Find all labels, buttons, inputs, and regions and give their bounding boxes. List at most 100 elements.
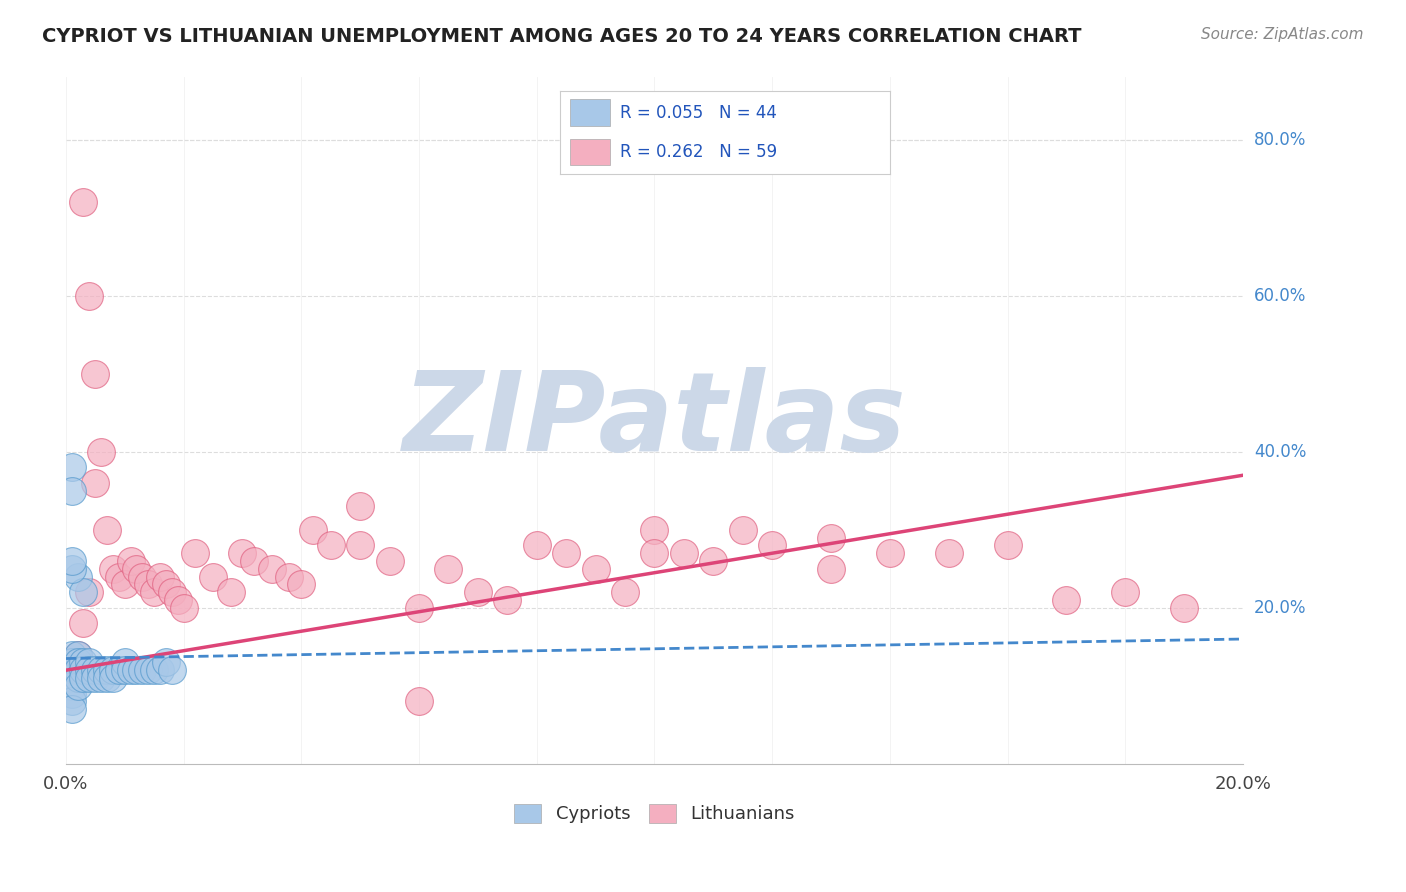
Point [84, 663, 107, 677]
Point [96, 523, 118, 537]
Point [378, 554, 401, 568]
Point [166, 593, 188, 607]
Point [60, 460, 83, 475]
Point [60, 679, 83, 693]
Point [160, 663, 183, 677]
Point [184, 546, 207, 560]
Point [101, 663, 124, 677]
Point [136, 577, 159, 591]
Point [72, 585, 94, 599]
Point [66, 679, 89, 693]
Point [125, 663, 148, 677]
Point [408, 600, 430, 615]
Point [219, 585, 242, 599]
Point [155, 656, 177, 670]
Point [149, 569, 172, 583]
Point [72, 616, 94, 631]
Point [319, 538, 342, 552]
Point [820, 531, 842, 545]
Point [72, 671, 94, 685]
Point [79, 663, 101, 677]
Point [120, 554, 142, 568]
Point [643, 523, 665, 537]
Point [201, 569, 224, 583]
Point [160, 585, 183, 599]
Point [672, 546, 695, 560]
Point [60, 483, 83, 498]
Text: Source: ZipAtlas.com: Source: ZipAtlas.com [1201, 27, 1364, 42]
Point [107, 569, 129, 583]
Text: 20.0%: 20.0% [1254, 599, 1306, 617]
Point [90, 445, 112, 459]
Point [820, 562, 842, 576]
Point [585, 562, 607, 576]
Point [302, 523, 325, 537]
Point [879, 546, 901, 560]
Point [96, 671, 118, 685]
Point [349, 500, 371, 514]
Point [1054, 593, 1077, 607]
Point [260, 562, 283, 576]
Point [114, 577, 136, 591]
Point [79, 289, 101, 303]
Point [60, 663, 83, 677]
Point [143, 585, 166, 599]
Point [136, 663, 159, 677]
Point [66, 648, 89, 662]
Point [84, 476, 107, 491]
Point [114, 663, 136, 677]
Point [278, 569, 301, 583]
Text: ZIPatlas: ZIPatlas [402, 368, 907, 475]
Point [1173, 600, 1195, 615]
Point [60, 702, 83, 716]
Point [149, 663, 172, 677]
Point [702, 554, 724, 568]
Point [79, 656, 101, 670]
Point [79, 671, 101, 685]
Point [731, 523, 754, 537]
Point [90, 663, 112, 677]
Point [96, 663, 118, 677]
Point [231, 546, 253, 560]
Point [114, 656, 136, 670]
Point [101, 671, 124, 685]
Point [60, 562, 83, 576]
Point [938, 546, 960, 560]
Point [60, 648, 83, 662]
Point [72, 656, 94, 670]
Point [643, 546, 665, 560]
Point [131, 569, 153, 583]
Point [101, 562, 124, 576]
Text: CYPRIOT VS LITHUANIAN UNEMPLOYMENT AMONG AGES 20 TO 24 YEARS CORRELATION CHART: CYPRIOT VS LITHUANIAN UNEMPLOYMENT AMONG… [42, 27, 1081, 45]
Point [467, 585, 489, 599]
Point [72, 663, 94, 677]
Point [125, 562, 148, 576]
Point [60, 554, 83, 568]
Point [243, 554, 266, 568]
Point [997, 538, 1019, 552]
Point [173, 600, 195, 615]
Point [66, 569, 89, 583]
Point [155, 577, 177, 591]
Point [60, 656, 83, 670]
Point [1114, 585, 1136, 599]
Point [84, 671, 107, 685]
Point [143, 663, 166, 677]
Text: 40.0%: 40.0% [1254, 442, 1306, 461]
Point [90, 671, 112, 685]
Point [761, 538, 783, 552]
Point [66, 648, 89, 662]
Point [60, 687, 83, 701]
Point [120, 663, 142, 677]
Point [614, 585, 637, 599]
Point [107, 663, 129, 677]
Point [66, 663, 89, 677]
Point [66, 671, 89, 685]
Point [408, 694, 430, 708]
Point [72, 195, 94, 210]
Point [555, 546, 578, 560]
Point [290, 577, 312, 591]
Point [66, 656, 89, 670]
Point [496, 593, 519, 607]
Point [349, 538, 371, 552]
